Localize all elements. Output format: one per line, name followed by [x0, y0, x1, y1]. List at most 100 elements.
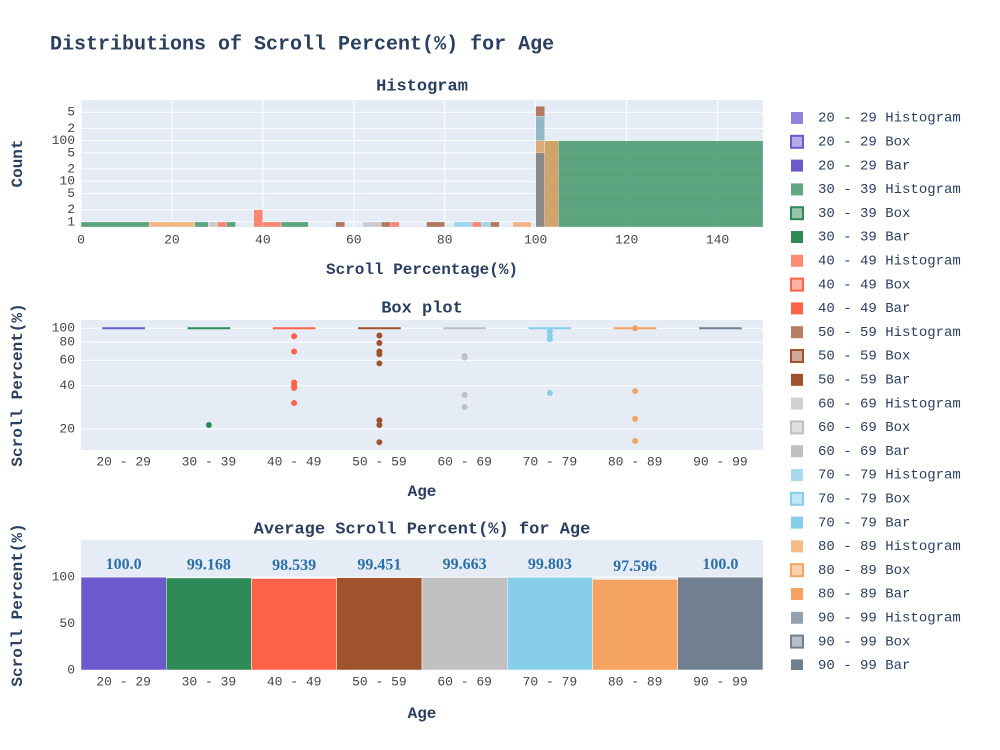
y-tick-label: 0: [67, 662, 75, 677]
x-tick-label: 80: [437, 232, 453, 247]
y-tick-label: 10: [59, 174, 75, 189]
outlier-point: [291, 348, 298, 355]
plot-area: [81, 320, 763, 450]
histogram-bar: [262, 221, 282, 228]
x-tick-label: 30 - 39: [182, 454, 237, 469]
chart-title: Distributions of Scroll Percent(%) for A…: [50, 33, 554, 56]
y-tick-label: 2: [67, 202, 75, 217]
y-tick-label: 5: [67, 105, 75, 120]
outlier-point: [461, 392, 468, 399]
legend-label: 60 - 69 Box: [818, 420, 910, 436]
outlier-point: [376, 351, 383, 358]
outlier-point: [632, 325, 639, 332]
outlier-point: [291, 333, 298, 340]
data-label: 99.803: [528, 556, 572, 573]
data-label: 99.451: [357, 556, 401, 573]
outlier-point: [546, 336, 553, 343]
histogram-bar: [149, 221, 195, 228]
y-tick-label: 2: [67, 121, 75, 136]
data-label: 99.663: [443, 556, 487, 573]
bar: [421, 577, 508, 671]
histogram-bar: [544, 140, 764, 228]
legend-marker: [790, 349, 804, 363]
legend-label: 40 - 49 Box: [818, 277, 910, 293]
legend-label: 60 - 69 Histogram: [818, 396, 961, 412]
outlier-point: [376, 339, 383, 346]
legend-marker: [791, 373, 803, 386]
x-axis-title: Scroll Percentage(%): [326, 261, 518, 279]
x-tick-label: 20: [164, 232, 180, 247]
histogram-bar: [80, 221, 150, 228]
y-tick-label: 20: [59, 421, 75, 436]
legend-label: 30 - 39 Bar: [818, 230, 910, 246]
legend-label: 30 - 39 Box: [818, 206, 910, 222]
legend-marker: [791, 659, 803, 670]
x-axis-title: Age: [408, 705, 437, 723]
x-tick-label: 50 - 59: [352, 674, 407, 689]
histogram-bar: [426, 221, 445, 228]
x-tick-label: 40 - 49: [267, 454, 322, 469]
outlier-point: [461, 404, 468, 411]
data-label: 100.0: [106, 556, 142, 573]
legend-marker: [790, 134, 804, 149]
y-axis-title: Scroll Percent(%): [9, 303, 27, 466]
x-tick-label: 70 - 79: [523, 454, 578, 469]
legend-label: 90 - 99 Histogram: [818, 611, 961, 627]
histogram-bar: [362, 221, 382, 228]
legend-marker: [791, 397, 803, 410]
outlier-point: [632, 438, 639, 445]
histogram-bar: [280, 221, 309, 228]
y-tick-label: 100: [52, 133, 75, 148]
legend-marker: [790, 420, 804, 435]
bar: [336, 577, 423, 671]
outlier-point: [546, 390, 553, 397]
x-tick-label: 0: [77, 232, 85, 247]
legend-marker: [790, 634, 804, 649]
y-axis-title: Count: [9, 139, 27, 187]
x-tick-label: 140: [706, 232, 729, 247]
x-tick-label: 50 - 59: [352, 454, 407, 469]
y-tick-label: 60: [59, 353, 75, 368]
legend-label: 80 - 89 Histogram: [818, 539, 961, 555]
legend-marker: [791, 231, 803, 243]
y-tick-label: 5: [67, 145, 75, 160]
y-tick-label: 40: [59, 378, 75, 393]
legend-marker: [791, 159, 803, 172]
legend-marker: [791, 540, 803, 553]
outlier-point: [461, 354, 468, 361]
y-tick-label: 2: [67, 161, 75, 176]
data-label: 97.596: [613, 558, 657, 575]
bar: [677, 576, 764, 671]
bar: [592, 579, 678, 671]
legend-label: 50 - 59 Histogram: [818, 325, 961, 341]
histogram-bar: [194, 221, 209, 228]
legend-marker: [791, 588, 803, 600]
histogram-bar: [544, 140, 559, 228]
y-tick-label: 5: [67, 186, 75, 201]
outlier-point: [291, 399, 298, 406]
bar: [166, 577, 252, 671]
outlier-point: [205, 422, 212, 429]
histogram-bar: [380, 221, 391, 228]
outlier-point: [376, 422, 383, 429]
x-tick-label: 60 - 69: [437, 674, 492, 689]
legend-marker: [791, 254, 803, 267]
x-tick-label: 90 - 99: [693, 454, 748, 469]
legend-label: 20 - 29 Box: [818, 135, 910, 151]
legend-marker: [791, 302, 803, 315]
histogram-bar: [217, 221, 227, 228]
legend-marker: [791, 112, 803, 124]
histogram-bar: [490, 221, 500, 228]
legend-label: 70 - 79 Bar: [818, 515, 910, 531]
y-axis-title: Scroll Percent(%): [9, 523, 27, 686]
legend-marker: [791, 611, 803, 624]
bar: [507, 577, 593, 671]
subplot-title: Histogram: [376, 77, 468, 96]
legend-label: 60 - 69 Bar: [818, 444, 910, 460]
subplot-title: Average Scroll Percent(%) for Age: [254, 520, 591, 539]
x-tick-label: 30 - 39: [182, 674, 237, 689]
legend: 20 - 29 Histogram 20 - 29 Box 20 - 29 Bar 3…: [790, 111, 961, 670]
histogram-bar: [512, 221, 532, 228]
histogram-bar: [226, 221, 236, 228]
